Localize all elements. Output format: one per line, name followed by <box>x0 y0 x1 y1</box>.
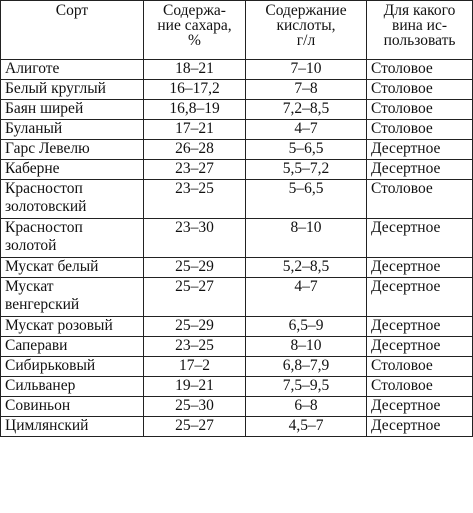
cell-wine: Столовое <box>366 119 473 140</box>
cell-wine: Десертное <box>366 316 473 337</box>
cell-acid: 7–8 <box>245 79 367 100</box>
cell-sugar: 17–21 <box>143 119 246 140</box>
cell-acid: 7–10 <box>245 59 367 80</box>
cell-acid: 5–6,5 <box>245 139 367 160</box>
grape-varieties-table: Сорт Содержа- ние сахара, % Содержание к… <box>0 0 473 437</box>
table-row: Красностоп золотой 23–30 8–10 Десертное <box>0 218 473 258</box>
cell-sugar: 23–25 <box>143 179 246 219</box>
cell-sugar: 19–21 <box>143 376 246 397</box>
cell-acid: 6,5–9 <box>245 316 367 337</box>
cell-wine: Десертное <box>366 257 473 278</box>
cell-acid: 5,5–7,2 <box>245 159 367 180</box>
cell-acid: 4,5–7 <box>245 416 367 437</box>
header-sugar: Содержа- ние сахара, % <box>143 0 246 60</box>
table-row: Баян ширей 16,8–19 7,2–8,5 Столовое <box>0 99 473 120</box>
cell-sugar: 25–27 <box>143 416 246 437</box>
table-body: Алиготе 18–21 7–10 Столовое Белый круглый 16–… <box>0 59 473 437</box>
cell-acid: 5–6,5 <box>245 179 367 219</box>
table-row: Сибирьковый 17–2 6,8–7,9 Столовое <box>0 356 473 377</box>
cell-acid: 8–10 <box>245 336 367 357</box>
cell-wine: Десертное <box>366 416 473 437</box>
cell-sugar: 26–28 <box>143 139 246 160</box>
cell-wine: Десертное <box>366 159 473 180</box>
cell-wine: Столовое <box>366 99 473 120</box>
table-row: Мускат розовый 25–29 6,5–9 Десертное <box>0 316 473 337</box>
cell-wine: Столовое <box>366 59 473 80</box>
cell-acid: 8–10 <box>245 218 367 258</box>
cell-variety: Каберне <box>0 159 144 180</box>
header-variety: Сорт <box>0 0 144 60</box>
cell-wine: Десертное <box>366 139 473 160</box>
cell-sugar: 25–30 <box>143 396 246 417</box>
cell-variety: Сибирьковый <box>0 356 144 377</box>
header-acid: Содержание кислоты, г/л <box>245 0 367 60</box>
table-row: Гарс Левелю 26–28 5–6,5 Десертное <box>0 139 473 160</box>
header-wine: Для какого вина ис- пользовать <box>366 0 473 60</box>
cell-acid: 7,5–9,5 <box>245 376 367 397</box>
cell-variety: Баян ширей <box>0 99 144 120</box>
cell-acid: 6,8–7,9 <box>245 356 367 377</box>
table-row: Сильванер 19–21 7,5–9,5 Столовое <box>0 376 473 397</box>
cell-sugar: 25–29 <box>143 257 246 278</box>
cell-variety: Сильванер <box>0 376 144 397</box>
cell-sugar: 16,8–19 <box>143 99 246 120</box>
cell-sugar: 25–27 <box>143 277 246 317</box>
cell-wine: Столовое <box>366 356 473 377</box>
cell-variety: Красностоп золотой <box>0 218 144 258</box>
cell-sugar: 17–2 <box>143 356 246 377</box>
cell-variety: Мускат розовый <box>0 316 144 337</box>
cell-acid: 6–8 <box>245 396 367 417</box>
cell-variety: Цимлянский <box>0 416 144 437</box>
table-row: Красностоп золотовский 23–25 5–6,5 Столовое <box>0 179 473 219</box>
table-row: Цимлянский 25–27 4,5–7 Десертное <box>0 416 473 437</box>
cell-variety: Белый круглый <box>0 79 144 100</box>
cell-sugar: 23–25 <box>143 336 246 357</box>
cell-variety: Мускат венгерский <box>0 277 144 317</box>
cell-wine: Десертное <box>366 336 473 357</box>
table-row: Совиньон 25–30 6–8 Десертное <box>0 396 473 417</box>
cell-variety: Саперави <box>0 336 144 357</box>
cell-variety: Совиньон <box>0 396 144 417</box>
header-row: Сорт Содержа- ние сахара, % Содержание к… <box>0 0 473 60</box>
cell-variety: Мускат белый <box>0 257 144 278</box>
table-row: Каберне 23–27 5,5–7,2 Десертное <box>0 159 473 180</box>
cell-sugar: 16–17,2 <box>143 79 246 100</box>
cell-variety: Красностоп золотовский <box>0 179 144 219</box>
cell-variety: Буланый <box>0 119 144 140</box>
cell-wine: Десертное <box>366 218 473 258</box>
cell-sugar: 23–30 <box>143 218 246 258</box>
cell-sugar: 25–29 <box>143 316 246 337</box>
table-row: Мускат белый 25–29 5,2–8,5 Десертное <box>0 257 473 278</box>
table-row: Мускат венгерский 25–27 4–7 Десертное <box>0 277 473 317</box>
cell-wine: Столовое <box>366 79 473 100</box>
cell-variety: Гарс Левелю <box>0 139 144 160</box>
cell-wine: Десертное <box>366 277 473 317</box>
table-row: Саперави 23–25 8–10 Десертное <box>0 336 473 357</box>
table-row: Буланый 17–21 4–7 Столовое <box>0 119 473 140</box>
cell-acid: 4–7 <box>245 119 367 140</box>
cell-sugar: 23–27 <box>143 159 246 180</box>
cell-variety: Алиготе <box>0 59 144 80</box>
cell-sugar: 18–21 <box>143 59 246 80</box>
cell-acid: 4–7 <box>245 277 367 317</box>
cell-acid: 5,2–8,5 <box>245 257 367 278</box>
table-row: Алиготе 18–21 7–10 Столовое <box>0 59 473 80</box>
cell-wine: Десертное <box>366 396 473 417</box>
cell-acid: 7,2–8,5 <box>245 99 367 120</box>
cell-wine: Столовое <box>366 376 473 397</box>
table-row: Белый круглый 16–17,2 7–8 Столовое <box>0 79 473 100</box>
cell-wine: Столовое <box>366 179 473 219</box>
